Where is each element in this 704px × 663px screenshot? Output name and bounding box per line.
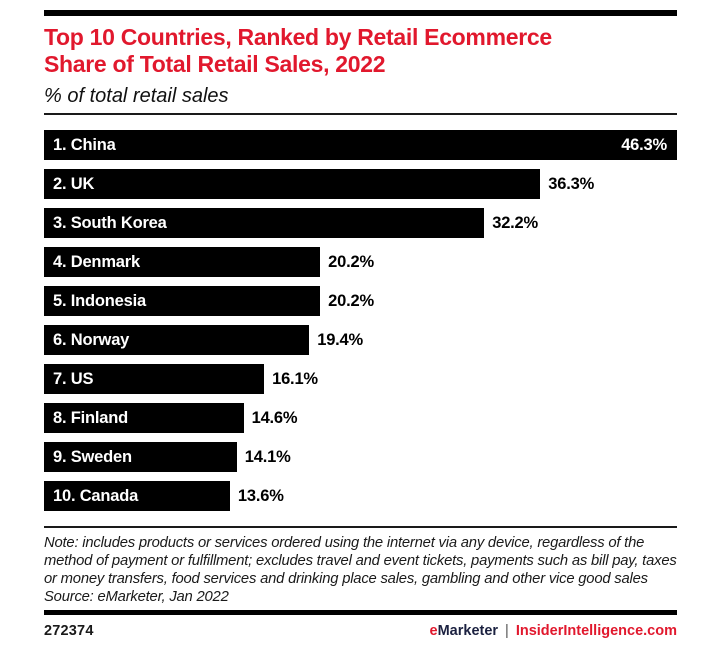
- bar-row: 9. Sweden 14.1%: [44, 442, 677, 472]
- bar-label: 5. Indonesia: [53, 291, 146, 310]
- top-rule: [44, 10, 677, 16]
- chart-title-line1: Top 10 Countries, Ranked by Retail Ecomm…: [44, 24, 552, 50]
- bar-value: 46.3%: [621, 135, 667, 154]
- bar: 3. South Korea: [44, 208, 485, 238]
- bar-row: 3. South Korea 32.2%: [44, 208, 677, 238]
- bar-row: 1. China 46.3%: [44, 130, 677, 160]
- bar-label: 7. US: [53, 369, 94, 388]
- insider-intelligence-link[interactable]: InsiderIntelligence.com: [515, 623, 677, 639]
- bar-value: 19.4%: [317, 330, 364, 349]
- bar: 1. China 46.3%: [44, 130, 677, 160]
- bar: 5. Indonesia: [44, 286, 321, 316]
- chart-title: Top 10 Countries, Ranked by Retail Ecomm…: [44, 24, 677, 78]
- bar-value: 16.1%: [272, 369, 318, 388]
- bar-label: 9. Sweden: [53, 447, 132, 466]
- bar-value: 20.2%: [328, 252, 374, 271]
- bar-label: 2. UK: [53, 174, 95, 193]
- bar: 4. Denmark: [44, 247, 321, 277]
- bar-row: 6. Norway 19.4%: [44, 325, 677, 355]
- bar: 10. Canada: [44, 481, 230, 511]
- bar-value: 14.1%: [244, 447, 291, 466]
- bar-label: 8. Finland: [53, 408, 129, 427]
- chart-subtitle: % of total retail sales: [44, 85, 229, 107]
- bar: 2. UK: [44, 169, 541, 199]
- bar-row: 4. Denmark 20.2%: [44, 247, 677, 277]
- bar-row: 2. UK 36.3%: [44, 169, 677, 199]
- footer: 272374 eMarketer | InsiderIntelligence.com: [44, 623, 677, 639]
- bar-row: 10. Canada 13.6%: [44, 481, 677, 511]
- bar-value: 13.6%: [237, 486, 284, 505]
- chart-id: 272374: [44, 623, 94, 639]
- bar-value: 14.6%: [251, 408, 298, 427]
- bar: 7. US: [44, 364, 265, 394]
- source-text: Source: eMarketer, Jan 2022: [44, 589, 229, 605]
- bar-label: 10. Canada: [53, 486, 139, 505]
- footer-divider: [44, 610, 677, 615]
- bar-row: 8. Finland 14.6%: [44, 403, 677, 433]
- bar-value: 32.2%: [492, 213, 539, 232]
- brand-block: eMarketer | InsiderIntelligence.com: [430, 623, 677, 639]
- bar: 8. Finland: [44, 403, 244, 433]
- bar-value: 36.3%: [548, 174, 595, 193]
- bar: 9. Sweden: [44, 442, 237, 472]
- bar-value: 20.2%: [328, 291, 374, 310]
- brand-emarketer-e: e: [429, 623, 438, 639]
- chart-title-line2: Share of Total Retail Sales, 2022: [44, 51, 386, 77]
- brand-separator: |: [505, 623, 509, 639]
- header-divider: [44, 113, 677, 115]
- bar-row: 7. US 16.1%: [44, 364, 677, 394]
- footnote-text: Note: includes products or services orde…: [44, 535, 677, 587]
- footnote-divider: [44, 526, 677, 528]
- bar-label: 6. Norway: [53, 330, 130, 349]
- bar-row: 5. Indonesia 20.2%: [44, 286, 677, 316]
- bar-label: 1. China: [53, 135, 116, 154]
- brand-emarketer-rest: Marketer: [437, 623, 499, 639]
- bar: 6. Norway: [44, 325, 310, 355]
- bar-label: 4. Denmark: [53, 252, 140, 271]
- bar-chart: 1. China 46.3% 2. UK 36.3% 3. South Korea 32.…: [44, 130, 677, 511]
- bar-label: 3. South Korea: [53, 213, 167, 232]
